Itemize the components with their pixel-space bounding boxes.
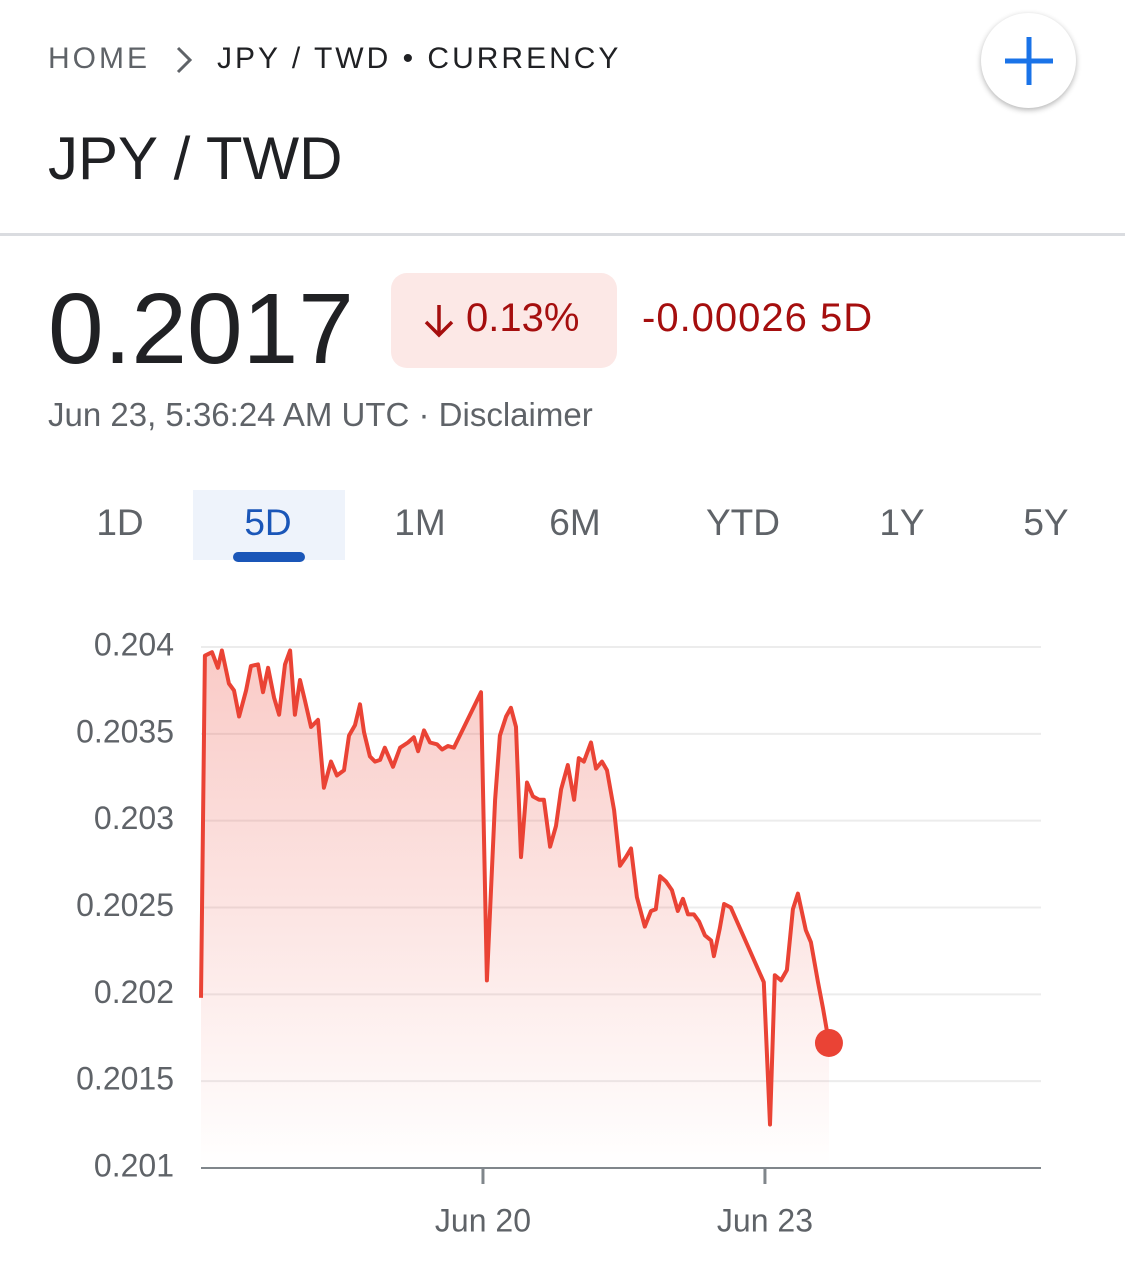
last-point (814, 1028, 843, 1057)
price-line (199, 648, 831, 1127)
tab-selected-bg (193, 490, 345, 560)
tab[interactable]: 1Y (879, 502, 924, 543)
change-percent: 0.13% (466, 296, 580, 340)
tab[interactable]: 6M (549, 502, 600, 543)
page-title: JPY / TWD (48, 125, 343, 192)
breadcrumb-current: JPY / TWD • CURRENCY (217, 42, 622, 75)
y-tick-label: 0.2025 (76, 887, 174, 923)
plus-icon (1005, 37, 1053, 85)
breadcrumb-home[interactable]: HOME (48, 42, 150, 75)
tab[interactable]: 1M (394, 502, 445, 543)
y-tick-label: 0.201 (94, 1147, 174, 1183)
y-tick-label: 0.2035 (76, 713, 174, 749)
tab-indicator (233, 552, 305, 562)
range-tabs: 1D 5D 1M 6M YTD 1Y 5Y (96, 490, 1069, 562)
change-value: -0.00026 5D (642, 296, 874, 340)
tab[interactable]: 5D (244, 502, 291, 543)
down-arrow (424, 305, 454, 338)
divider (0, 233, 1125, 236)
y-tick-label: 0.204 (94, 626, 174, 662)
price: 0.2017 (48, 273, 354, 385)
tab[interactable]: 1D (96, 502, 143, 543)
tab[interactable]: YTD (706, 502, 780, 543)
x-tick-label: Jun 20 (435, 1202, 531, 1238)
area (201, 650, 829, 1168)
breadcrumb-chevron (176, 46, 193, 74)
x-tick-label: Jun 23 (717, 1202, 813, 1238)
timestamp: Jun 23, 5:36:24 AM UTC · Disclaimer (48, 396, 593, 433)
y-tick-label: 0.203 (94, 800, 174, 836)
tab[interactable]: 5Y (1023, 502, 1068, 543)
chart: 0.201 0.2015 0.202 0.2025 0.203 0.2035 0.204 Ju… (76, 626, 1041, 1238)
add-button[interactable] (981, 13, 1076, 108)
y-tick-label: 0.2015 (76, 1061, 174, 1097)
y-tick-label: 0.202 (94, 974, 174, 1010)
change-badge (391, 273, 617, 368)
